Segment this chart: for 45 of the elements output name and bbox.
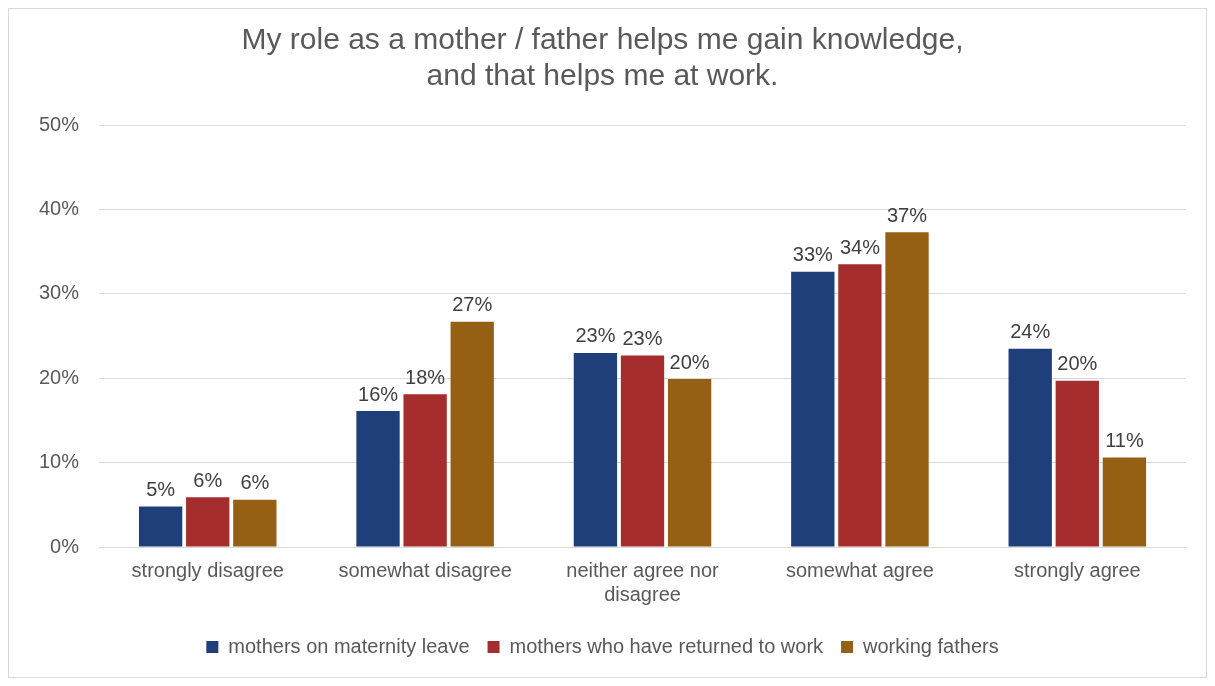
data-label: 23% (622, 326, 663, 349)
data-label: 20% (1057, 352, 1098, 375)
data-label: 34% (839, 235, 881, 258)
x-tick-label: somewhat disagree (338, 558, 512, 581)
data-label: 27% (452, 293, 493, 316)
y-tick-label: 50% (39, 112, 80, 135)
bar (186, 497, 230, 547)
bar (356, 411, 400, 547)
bar (838, 264, 882, 547)
legend-label: mothers who have returned to work (509, 634, 825, 657)
y-tick-label: 0% (50, 534, 80, 557)
chart-title: My role as a mother / father helps me gain knowledge, and that helps me at work. (241, 22, 964, 92)
bar (138, 506, 183, 547)
x-tick-label: neither agree nor disagree (566, 558, 720, 605)
y-tick-label: 40% (39, 196, 80, 219)
x-tick-label: strongly disagree (131, 558, 284, 581)
bar (573, 352, 618, 547)
bar (450, 321, 494, 547)
data-label: 23% (575, 324, 616, 347)
data-label: 5% (146, 478, 176, 500)
bar (885, 232, 929, 547)
data-label: 11% (1105, 429, 1144, 452)
data-label: 18% (405, 365, 446, 388)
y-tick-label: 30% (39, 281, 80, 304)
legend-label: mothers on maternity leave (228, 634, 470, 657)
bar (1055, 380, 1099, 547)
data-label: 6% (240, 471, 270, 494)
bar (233, 499, 277, 547)
bar (791, 271, 835, 547)
bar (1102, 457, 1147, 547)
data-label: 33% (792, 243, 834, 266)
bar (1008, 348, 1052, 547)
data-label: 24% (1010, 320, 1051, 343)
bar (667, 379, 712, 547)
data-label: 37% (887, 203, 928, 226)
x-tick-label: strongly agree (1013, 558, 1141, 581)
bar (403, 394, 447, 547)
x-tick-label: somewhat agree (785, 558, 934, 581)
data-label: 20% (669, 350, 710, 373)
bar (620, 355, 665, 547)
legend-label: working fathers (862, 634, 999, 657)
data-label: 16% (358, 382, 399, 405)
y-tick-label: 20% (39, 365, 80, 388)
data-label: 6% (193, 468, 223, 491)
y-tick-label: 10% (39, 450, 80, 473)
